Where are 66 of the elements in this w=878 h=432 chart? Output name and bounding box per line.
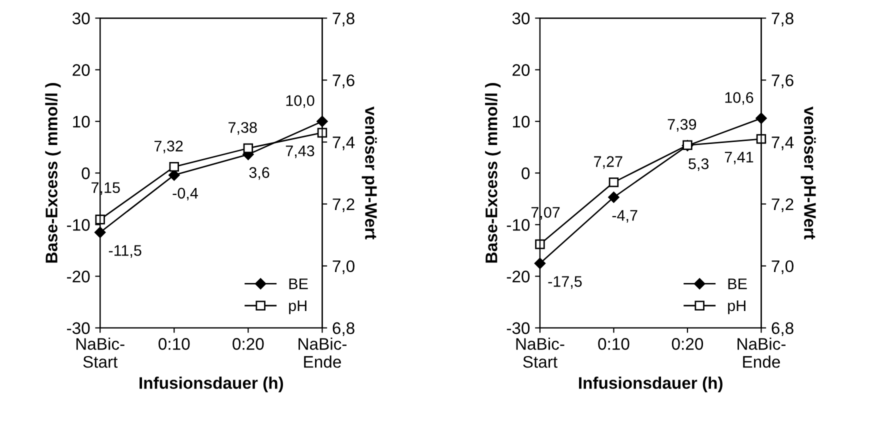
- y-tick-label: 20: [512, 64, 530, 76]
- point: [169, 162, 179, 172]
- data-label: 3,6: [249, 167, 270, 180]
- y-tick-label: -10: [67, 219, 90, 231]
- x-tick-label: NaBic- Start: [76, 338, 124, 368]
- x-axis-title: Infusionsdauer (h): [579, 376, 722, 392]
- legend-label: pH: [289, 300, 306, 314]
- legend-label: BE: [289, 278, 308, 290]
- x-tick-label: 0:10: [598, 338, 630, 350]
- y2-tick-label: 6,8: [332, 322, 354, 336]
- x-tick-label: NaBic- Ende: [738, 338, 786, 368]
- x-tick-label: 0:20: [672, 338, 704, 350]
- y2-tick-label: 7,0: [772, 260, 794, 274]
- data-label: 7,41: [724, 152, 754, 164]
- y2-axis-title: venöser pH-Wert: [362, 106, 377, 240]
- y2-tick-label: 7,0: [332, 260, 354, 274]
- legend-label: BE: [728, 278, 747, 290]
- y2-tick-label: 7,4: [772, 136, 794, 150]
- y-tick-label: -30: [67, 322, 90, 334]
- point: [608, 177, 619, 188]
- x-tick-label: 0:20: [232, 338, 264, 350]
- y2-tick-label: 7,4: [332, 136, 355, 150]
- data-label: 10,6: [725, 92, 754, 105]
- y-tick-label: 0: [82, 167, 90, 180]
- x-axis-title: Infusionsdauer (h): [140, 376, 284, 392]
- point: [95, 214, 105, 224]
- y-tick-label: -30: [506, 322, 530, 334]
- point: [243, 143, 254, 154]
- y-tick-label: 10: [73, 116, 90, 128]
- y2-tick-label: 7,6: [772, 74, 794, 88]
- y-tick-label: -20: [506, 270, 530, 282]
- y2-tick-label: 7,6: [332, 74, 354, 88]
- x-tick-label: NaBic- Start: [516, 338, 564, 368]
- y-axis-title: Base-Excess ( mmol/l ): [485, 83, 501, 263]
- y-tick-label: -10: [506, 219, 530, 231]
- y-axis-title: Base-Excess ( mmol/l ): [45, 83, 61, 263]
- data-label: 7,39: [668, 118, 696, 132]
- point: [608, 192, 620, 203]
- x-tick-label: 0:10: [158, 338, 190, 350]
- data-label: 5,3: [688, 158, 709, 172]
- y-tick-label: 0: [522, 167, 530, 180]
- point: [756, 134, 766, 144]
- data-label: 7,43: [286, 145, 314, 158]
- data-label: 7,27: [594, 156, 622, 169]
- y-tick-label: 10: [512, 116, 530, 128]
- y-tick-label: 30: [72, 12, 90, 24]
- data-label: 7,32: [154, 140, 183, 154]
- legend-label: pH: [728, 300, 746, 314]
- y2-tick-label: 7,2: [332, 198, 354, 212]
- y-tick-label: 20: [72, 64, 90, 76]
- point: [535, 239, 545, 250]
- point: [534, 258, 546, 269]
- y2-tick-label: 6,8: [772, 322, 794, 336]
- data-label: -4,7: [612, 210, 638, 223]
- y2-axis-title: venöser pH-Wert: [800, 106, 816, 240]
- y2-tick-label: 7,8: [332, 12, 354, 26]
- data-label: -11,5: [108, 245, 142, 258]
- y-tick-label: -20: [67, 270, 90, 282]
- y2-tick-label: 7,2: [772, 198, 794, 212]
- data-label: -0,4: [172, 188, 198, 200]
- y2-tick-label: 7,8: [772, 12, 794, 26]
- data-label: 7,38: [228, 122, 257, 135]
- data-label: -17,5: [548, 276, 582, 289]
- data-label: 10,0: [286, 95, 314, 108]
- x-tick-label: NaBic- Ende: [298, 338, 346, 368]
- y-tick-label: 30: [512, 12, 530, 24]
